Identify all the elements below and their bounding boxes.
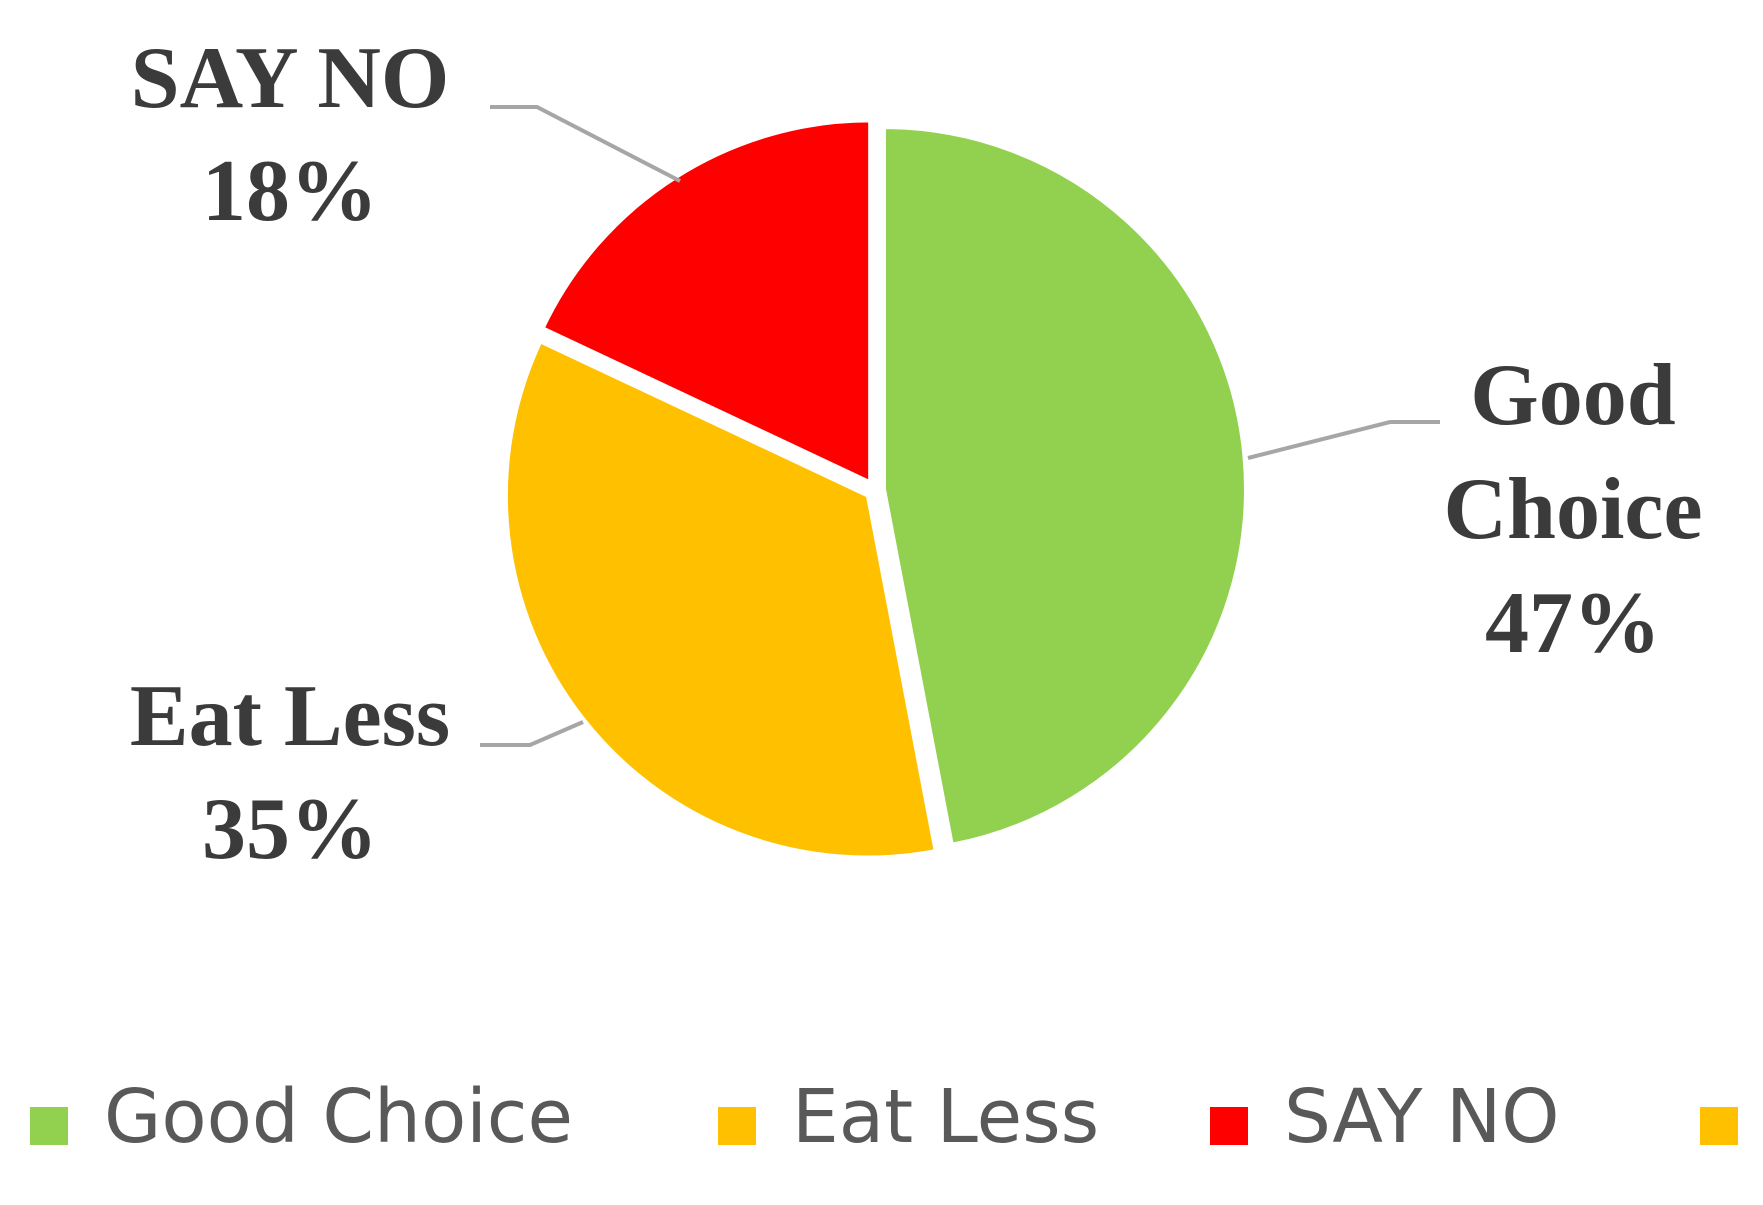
pie-slices [503,118,1248,860]
data-label-good-choice-line-3: 47% [1485,575,1661,672]
data-label-good-choice-line-2: Choice [1443,461,1702,558]
legend-label-eat-less: Eat Less [792,1074,1099,1160]
leader-line-say-no [490,105,681,183]
data-label-good-choice-line-1: Good [1470,347,1675,444]
pie-slice-eat-less [503,339,938,860]
data-label-eat-less-line-2: 35% [202,781,378,878]
data-labels: Good Choice 47% Eat Less 35% SAY NO 18% [130,30,1703,878]
data-label-say-no-line-1: SAY NO [131,30,450,127]
legend-label-good-choice: Good Choice [104,1074,573,1160]
legend-swatch-say-no-3 [1210,1107,1248,1145]
legend-label-say-no: SAY NO [1284,1074,1560,1160]
legend-swatch-entry-4 [1700,1107,1738,1145]
leader-line-good-choice [1247,420,1440,460]
data-label-eat-less-line-1: Eat Less [130,668,450,765]
pie-slice-good-choice [881,125,1248,847]
legend: Good Choice Eat Less SAY NO [30,1074,1738,1160]
legend-swatch-good-choice-1 [30,1107,68,1145]
leader-line-eat-less [480,720,584,747]
data-label-say-no-line-2: 18% [202,143,378,240]
leader-lines [480,105,1440,747]
pie-slice-say-no [540,118,873,485]
legend-swatch-eat-less-2 [718,1107,756,1145]
